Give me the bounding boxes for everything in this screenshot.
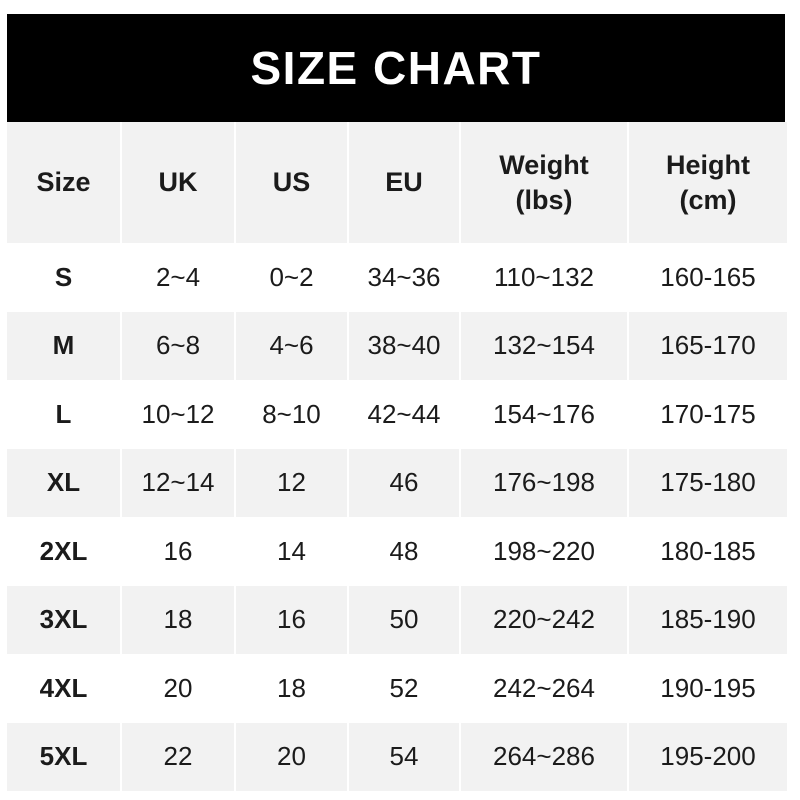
cell-size: XL <box>7 448 122 517</box>
cell-eu: 50 <box>347 585 461 654</box>
cell-height: 165-170 <box>627 311 787 380</box>
cell-eu: 54 <box>347 722 461 791</box>
cell-eu: 38~40 <box>347 311 461 380</box>
column-header-size: Size <box>7 122 122 243</box>
cell-us: 16 <box>234 585 349 654</box>
column-header-label: EU <box>385 167 423 198</box>
size-chart-table: Size UK US EU Weight (lbs) Height (cm) S 2~4 0~2 3… <box>7 122 787 791</box>
table-row: XL 12~14 12 46 176~198 175-180 <box>7 448 787 517</box>
cell-size: S <box>7 243 122 312</box>
cell-uk: 6~8 <box>120 311 236 380</box>
cell-size: M <box>7 311 122 380</box>
cell-height: 160-165 <box>627 243 787 312</box>
table-body: S 2~4 0~2 34~36 110~132 160-165 M 6~8 4~6 38~40 13… <box>7 243 787 791</box>
table-row: 3XL 18 16 50 220~242 185-190 <box>7 585 787 654</box>
table-row: 4XL 20 18 52 242~264 190-195 <box>7 654 787 723</box>
table-row: 2XL 16 14 48 198~220 180-185 <box>7 517 787 586</box>
cell-us: 12 <box>234 448 349 517</box>
table-row: M 6~8 4~6 38~40 132~154 165-170 <box>7 311 787 380</box>
column-header-label: UK <box>158 167 198 198</box>
cell-size: 5XL <box>7 722 122 791</box>
table-header-row: Size UK US EU Weight (lbs) Height (cm) <box>7 122 787 243</box>
cell-weight: 220~242 <box>459 585 629 654</box>
cell-weight: 264~286 <box>459 722 629 791</box>
column-header-weight: Weight (lbs) <box>459 122 629 243</box>
cell-eu: 34~36 <box>347 243 461 312</box>
cell-weight: 198~220 <box>459 517 629 586</box>
cell-uk: 12~14 <box>120 448 236 517</box>
column-header-uk: UK <box>120 122 236 243</box>
table-header: Size UK US EU Weight (lbs) Height (cm) <box>7 122 787 243</box>
cell-height: 185-190 <box>627 585 787 654</box>
cell-weight: 132~154 <box>459 311 629 380</box>
cell-height: 195-200 <box>627 722 787 791</box>
cell-size: 2XL <box>7 517 122 586</box>
title-banner: SIZE CHART <box>7 14 785 122</box>
cell-us: 18 <box>234 654 349 723</box>
column-header-label: Size <box>36 167 91 198</box>
cell-uk: 18 <box>120 585 236 654</box>
column-header-label: Height <box>666 150 750 181</box>
cell-weight: 154~176 <box>459 380 629 449</box>
cell-eu: 46 <box>347 448 461 517</box>
cell-uk: 20 <box>120 654 236 723</box>
cell-size: 3XL <box>7 585 122 654</box>
cell-weight: 242~264 <box>459 654 629 723</box>
cell-uk: 22 <box>120 722 236 791</box>
cell-us: 0~2 <box>234 243 349 312</box>
column-header-label: US <box>272 167 311 198</box>
cell-height: 170-175 <box>627 380 787 449</box>
column-header-height: Height (cm) <box>627 122 787 243</box>
cell-us: 20 <box>234 722 349 791</box>
cell-size: 4XL <box>7 654 122 723</box>
table-row: 5XL 22 20 54 264~286 195-200 <box>7 722 787 791</box>
cell-eu: 42~44 <box>347 380 461 449</box>
cell-us: 4~6 <box>234 311 349 380</box>
column-header-us: US <box>234 122 349 243</box>
cell-height: 175-180 <box>627 448 787 517</box>
cell-eu: 48 <box>347 517 461 586</box>
page-title: SIZE CHART <box>250 42 542 94</box>
cell-uk: 16 <box>120 517 236 586</box>
cell-weight: 176~198 <box>459 448 629 517</box>
cell-weight: 110~132 <box>459 243 629 312</box>
cell-height: 180-185 <box>627 517 787 586</box>
column-header-eu: EU <box>347 122 461 243</box>
column-header-unit: (lbs) <box>515 184 573 215</box>
table-row: L 10~12 8~10 42~44 154~176 170-175 <box>7 380 787 449</box>
cell-uk: 2~4 <box>120 243 236 312</box>
column-header-unit: (cm) <box>679 184 737 215</box>
column-header-label: Weight <box>499 150 589 181</box>
cell-height: 190-195 <box>627 654 787 723</box>
cell-eu: 52 <box>347 654 461 723</box>
cell-size: L <box>7 380 122 449</box>
cell-uk: 10~12 <box>120 380 236 449</box>
cell-us: 8~10 <box>234 380 349 449</box>
cell-us: 14 <box>234 517 349 586</box>
table-row: S 2~4 0~2 34~36 110~132 160-165 <box>7 243 787 312</box>
